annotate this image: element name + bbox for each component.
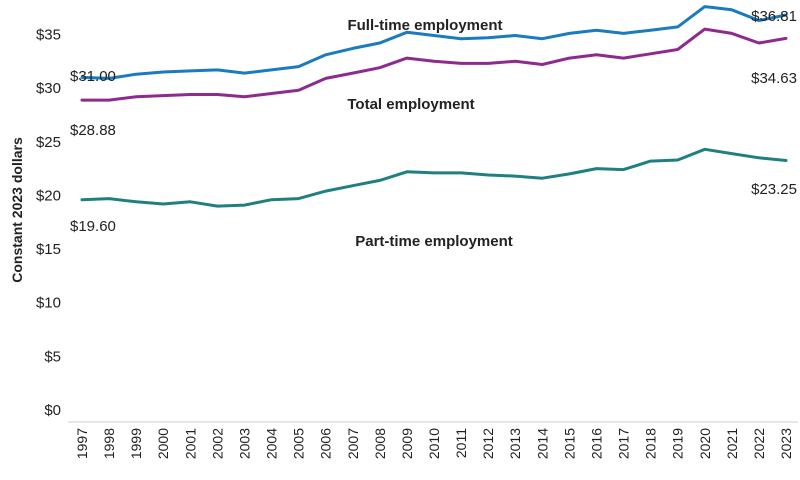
total-start-value: $28.88 (70, 122, 116, 139)
x-tick-label: 2021 (724, 428, 740, 459)
x-tick-label: 2023 (778, 428, 794, 459)
x-tick-label: 2005 (291, 428, 307, 459)
part-time-series-line (80, 147, 788, 208)
x-ticks: 1997 1998 1999 2000 2001 2002 2003 2004 2005 2006… (74, 428, 794, 459)
x-tick-label: 2007 (345, 428, 361, 459)
series-annotations: Full-time employment Total employment Pa… (70, 8, 797, 250)
x-tick-label: 1997 (74, 428, 90, 459)
x-tick-label: 2014 (534, 428, 550, 459)
x-tick-label: 1998 (101, 428, 117, 459)
x-tick-label: 2000 (155, 428, 171, 459)
y-tick-label: $20 (36, 187, 61, 204)
full-time-start-value: $31.00 (70, 68, 116, 85)
x-tick-label: 2017 (616, 428, 632, 459)
x-tick-label: 2016 (588, 428, 604, 459)
x-tick-label: 2004 (264, 428, 280, 459)
y-tick-label: $30 (36, 80, 61, 97)
y-tick-label: $10 (36, 295, 61, 312)
x-tick-label: 2009 (399, 428, 415, 459)
x-tick-label: 2020 (697, 428, 713, 459)
part-time-start-value: $19.60 (70, 218, 116, 235)
x-tick-label: 2011 (453, 428, 469, 458)
full-time-end-value: $36.81 (751, 8, 797, 25)
series-label-part-time: Part-time employment (355, 233, 513, 250)
x-tick-label: 2019 (670, 428, 686, 459)
x-tick-label: 2018 (643, 428, 659, 459)
total-end-value: $34.63 (751, 70, 797, 87)
x-tick-label: 1999 (128, 428, 144, 459)
series-label-total: Total employment (347, 96, 474, 113)
x-tick-label: 2002 (209, 428, 225, 459)
x-tick-label: 2015 (561, 428, 577, 459)
x-tick-label: 2003 (236, 428, 252, 459)
x-tick-label: 2001 (182, 428, 198, 459)
y-tick-label: $0 (44, 402, 61, 419)
y-tick-label: $15 (36, 241, 61, 258)
x-tick-label: 2012 (480, 428, 496, 459)
y-axis-label: Constant 2023 dollars (9, 137, 25, 283)
series-lines (80, 5, 788, 208)
y-tick-label: $25 (36, 134, 61, 151)
total-series-line (80, 27, 788, 102)
series-label-full-time: Full-time employment (347, 17, 502, 34)
x-tick-label: 2022 (751, 428, 767, 459)
part-time-end-value: $23.25 (751, 181, 797, 198)
x-tick-label: 2008 (372, 428, 388, 459)
full-time-series-line (80, 5, 788, 80)
x-tick-label: 2013 (507, 428, 523, 459)
y-tick-label: $35 (36, 26, 61, 43)
x-tick-label: 2006 (318, 428, 334, 459)
y-tick-label: $5 (44, 348, 61, 365)
x-tick-label: 2010 (426, 428, 442, 459)
y-ticks: $0 $5 $10 $15 $20 $25 $30 $35 (36, 26, 61, 419)
